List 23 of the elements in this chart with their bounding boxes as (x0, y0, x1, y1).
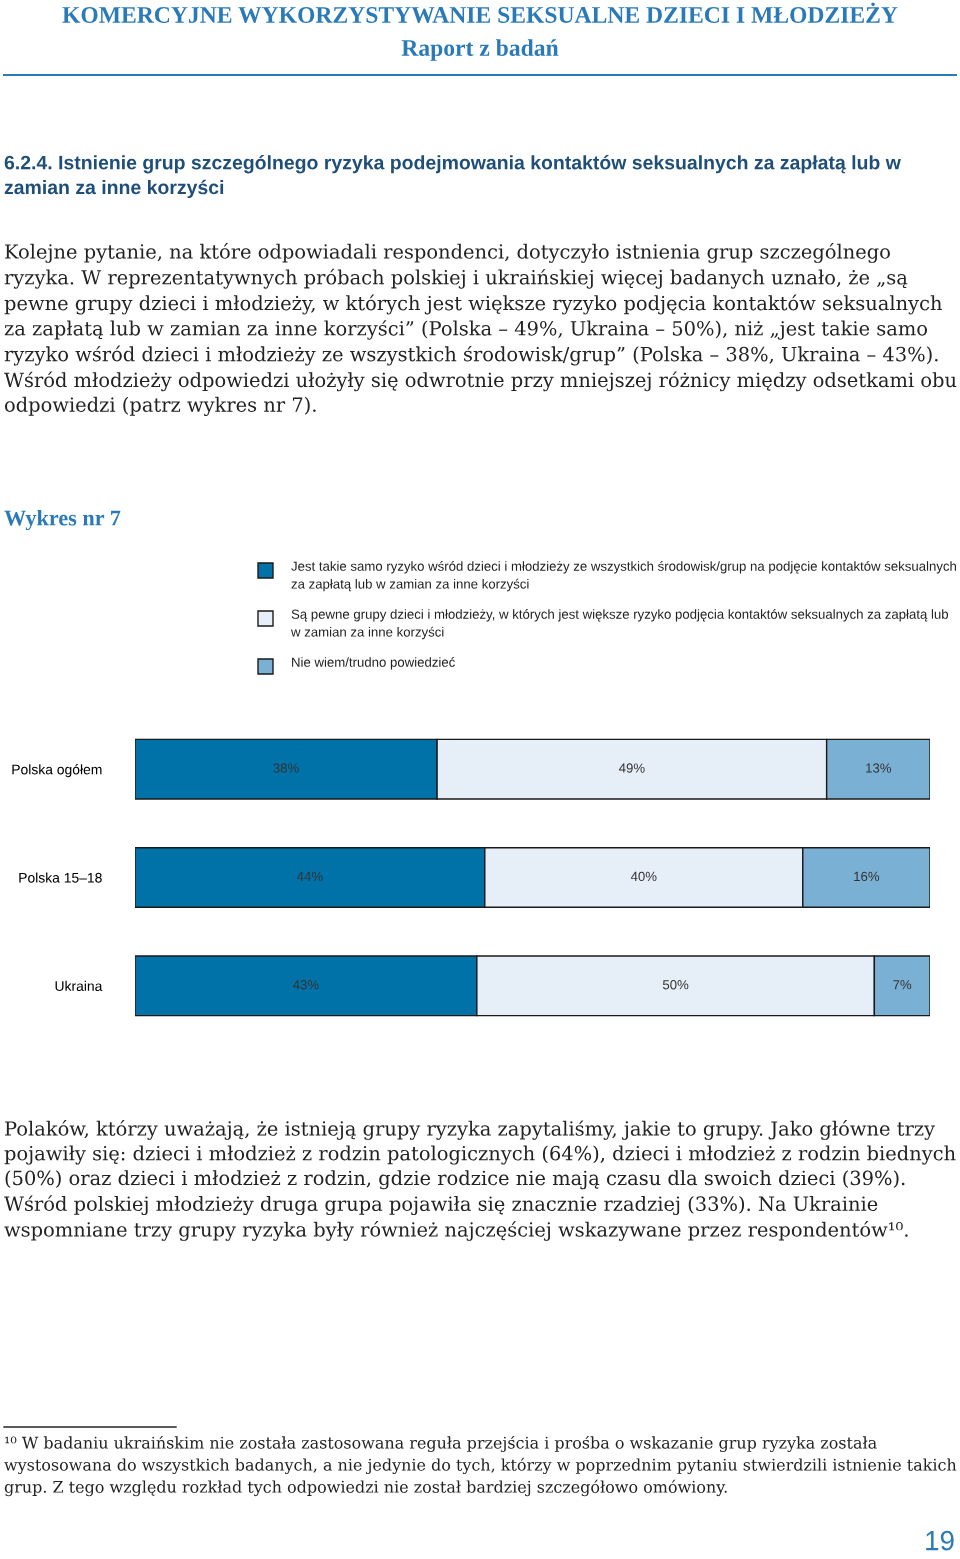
y-tick-label: Polska ogółem (12, 764, 102, 778)
legend-label: Są pewne grupy dzieci i młodzieży, w których jest większe ryzyko podjęcia kontaktów seksualnych za zapłatą lub w zamian za inne korzyści (290, 609, 949, 640)
text: Kolejne pytanie, na które odpowiadali respondenci, dotyczyło istnienia grup szczególnego ryzyka. W reprezentatywnych próbach polskiej i ukraińskiej więcej badanych uznało, że „są pewne grupy dzieci i młodzieży, w których jest większe ryzyko podjęcia kontaktów seksualnych za zapłatą lub w zamian za inne korzyści” (Polska – 49%, Ukraina – 50%), niż „jest takie samo ryzyko wśród dzieci i młodzieży ze wszystkich środowisk/grup” (Polska – 38%, Ukraina – 43%). Wśród młodzieży odpowiedzi ułożyły się odwrotnie przy mniejszej różnicy między odsetkami obu odpowiedzi (patrz wykres nr 7). (4, 243, 957, 416)
text: ¹⁰ W badaniu ukraińskim nie została zastosowana reguła przejścia i prośba o wskazanie grup ryzyka została wystosowana do wszystkich badanych, a nie jedynie do tych, którzy w poprzednim pytaniu stwierdzili istnienie takich grup. Z tego względu rozkład tych odpowiedzi nie został bardziej szczegółowo omówiony. (4, 1436, 957, 1497)
data-label: 16% (854, 871, 880, 882)
text: Polaków, którzy uważają, że istnieją grupy ryzyka zapytaliśmy, jakie to grupy. Jako główne trzy pojawiły się: dzieci i młodzież z rodzin patologicznych (64%), dzieci i młodzież z rodzin biednych (50%) oraz dzieci i młodzież z rodzin, gdzie rodzice nie mają czasu dla swoich dzieci (39%). Wśród polskiej młodzieży druga grupa pojawiła się znacznie rzadziej (33%). Na Ukrainie wspomniane trzy grupy ryzyka były również najczęściej wskazywane przez respondentów¹⁰. (4, 1120, 956, 1241)
legend-label: Nie wiem/trudno powiedzieć (292, 657, 455, 670)
data-label: 50% (662, 980, 689, 990)
data-label: 7% (893, 980, 912, 990)
data-label: 38% (273, 763, 299, 773)
data-label: 43% (293, 980, 319, 990)
text: Raport z badań (401, 39, 559, 61)
data-label: 13% (866, 763, 892, 773)
data-label: 44% (297, 871, 323, 881)
y-tick-label: Polska 15–18 (19, 872, 102, 883)
text: KOMERCYJNE WYKORZYSTYWANIE SEKSUALNE DZIECI I MŁODZIEŻY (62, 2, 898, 24)
data-label: 49% (618, 763, 645, 773)
chart-title: Wykres nr 7 (4, 509, 121, 531)
y-tick-label: Ukraina (55, 980, 103, 991)
data-label: 40% (630, 871, 657, 882)
legend-label: Jest takie samo ryzyko wśród dzieci i młodzieży ze wszystkich środowisk/grup na podjęcie kontaktów seksualnych za zapłatą lub w zamian za inne korzyści (291, 561, 956, 592)
text: 19 (926, 1530, 954, 1551)
text: 6.2.4. Istnienie grup szczególnego ryzyka podejmowania kontaktów seksualnych za zapłatą lub w zamian za inne korzyści (4, 155, 901, 199)
